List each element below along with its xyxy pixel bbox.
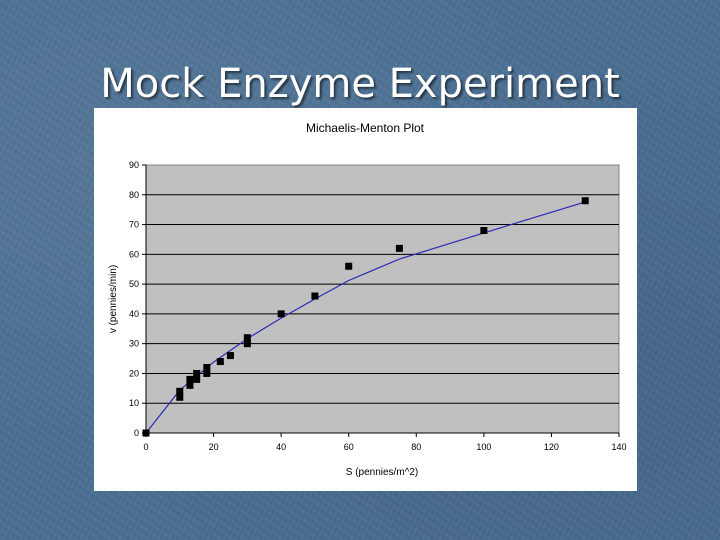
tick-labels: 0 10 20 30 40 50 60 70 80 90 0 20 40 60 80 100 120 140 — [129, 160, 627, 452]
x-tick-label-120: 120 — [544, 442, 559, 452]
data-point-0 — [142, 429, 150, 437]
data-point-8 — [203, 363, 211, 371]
data-point-6 — [193, 369, 201, 377]
y-tick-label-70: 70 — [129, 220, 139, 230]
y-tick-label-0: 0 — [134, 428, 139, 438]
data-point-14 — [311, 292, 319, 300]
x-tick-label-100: 100 — [476, 442, 491, 452]
data-point-12 — [243, 334, 251, 342]
data-points — [142, 197, 589, 437]
chart-panel: Michaelis-Menton Plot 0 10 20 30 40 50 60 70 80 9… — [94, 108, 637, 491]
chart-title: Michaelis-Menton Plot — [306, 121, 425, 135]
x-axis-label: S (pennies/m^2) — [346, 467, 419, 478]
data-point-11 — [243, 340, 251, 348]
data-point-4 — [186, 375, 194, 383]
x-tick-label-0: 0 — [143, 442, 148, 452]
data-point-13 — [277, 310, 285, 318]
data-point-10 — [226, 352, 234, 360]
y-tick-label-40: 40 — [129, 309, 139, 319]
y-tick-label-10: 10 — [129, 398, 139, 408]
gridlines — [146, 194, 619, 404]
x-tick-label-80: 80 — [411, 442, 421, 452]
data-point-3 — [186, 381, 194, 389]
data-point-15 — [345, 262, 353, 270]
data-point-18 — [581, 197, 589, 205]
y-axis-label: v (pennies/min) — [108, 265, 119, 333]
y-tick-label-30: 30 — [129, 339, 139, 349]
y-tick-label-90: 90 — [129, 160, 139, 170]
axes — [142, 164, 620, 437]
x-tick-label-40: 40 — [276, 442, 286, 452]
data-point-16 — [395, 244, 403, 252]
y-tick-label-80: 80 — [129, 190, 139, 200]
slide-title: Mock Enzyme Experiment — [100, 61, 620, 107]
data-point-1 — [176, 393, 184, 401]
x-tick-label-60: 60 — [344, 442, 354, 452]
x-tick-label-140: 140 — [611, 442, 626, 452]
y-tick-label-50: 50 — [129, 279, 139, 289]
michaelis-menton-chart: Michaelis-Menton Plot 0 10 20 30 40 50 60 70 80 9… — [108, 121, 627, 478]
data-point-2 — [176, 387, 184, 395]
data-point-5 — [193, 375, 201, 383]
y-tick-label-60: 60 — [129, 249, 139, 259]
y-tick-label-20: 20 — [129, 368, 139, 378]
data-point-17 — [480, 227, 488, 235]
data-point-7 — [203, 369, 211, 377]
data-point-9 — [216, 358, 224, 366]
plot-area — [145, 164, 620, 434]
x-tick-label-20: 20 — [209, 442, 219, 452]
